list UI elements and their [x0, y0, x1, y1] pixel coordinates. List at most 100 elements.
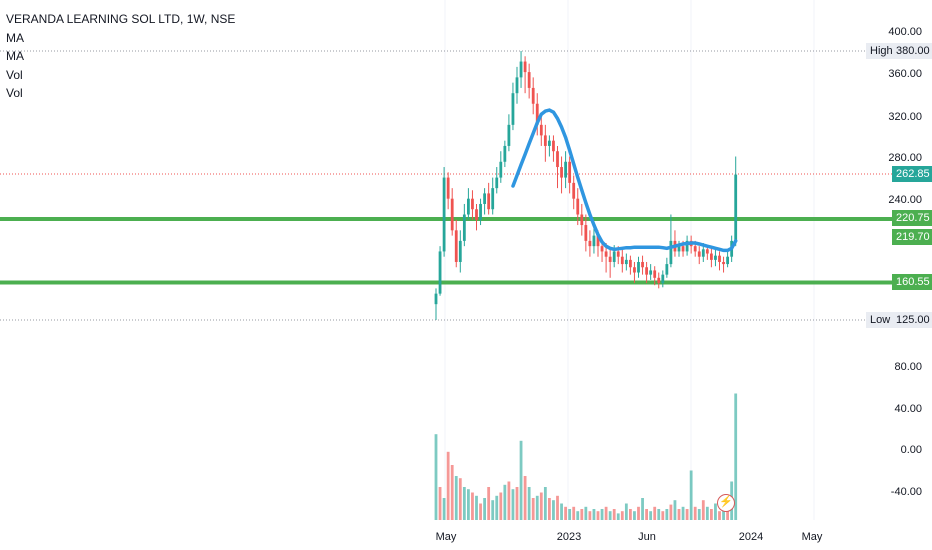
- candle-body: [519, 61, 523, 78]
- volume-bar: [624, 503, 628, 520]
- volume-bar: [434, 434, 438, 520]
- volume-bar: [531, 498, 535, 520]
- volume-bar: [633, 511, 636, 520]
- candle-body: [454, 230, 458, 262]
- candle-body: [661, 274, 665, 284]
- symbol-title[interactable]: VERANDA LEARNING SOL LTD, 1W, NSE: [6, 12, 236, 26]
- candle-body: [491, 188, 495, 210]
- volume-bar: [471, 492, 474, 520]
- price-tick-label: 320.00: [888, 111, 922, 123]
- candle-body: [657, 277, 661, 284]
- volume-tick-label: 40.00: [894, 403, 922, 415]
- candle-body: [726, 256, 729, 265]
- candle-body: [475, 209, 478, 220]
- candle-body: [442, 177, 446, 252]
- volume-bar: [616, 513, 620, 520]
- volume-bar: [693, 506, 697, 520]
- volume-bar: [515, 487, 519, 520]
- volume-bar: [568, 509, 572, 520]
- volume-bar: [697, 509, 701, 520]
- candle-body: [487, 193, 491, 210]
- volume-tick-label: 80.00: [894, 361, 922, 373]
- volume-bar: [467, 489, 470, 520]
- candle-body: [560, 167, 563, 178]
- horizontal-levels[interactable]: [0, 216, 892, 285]
- volume-bar: [677, 509, 681, 520]
- volume-bar: [612, 509, 616, 520]
- candle-body: [592, 235, 596, 247]
- volume-bar: [661, 511, 665, 520]
- grid: [444, 0, 815, 520]
- volume-tick-label: 0.00: [901, 444, 922, 456]
- volume-bar: [519, 440, 523, 520]
- level-tag-2: 219.70: [892, 229, 932, 245]
- volume-bar: [596, 511, 600, 520]
- high-label: High: [866, 43, 893, 59]
- price-axis[interactable]: 400.00 360.00 320.00 280.00 240.00 80.00 40.00…: [888, 26, 922, 498]
- candle-body: [527, 72, 531, 88]
- candle-body: [681, 246, 685, 252]
- time-axis[interactable]: May 2023 Jun 2024 May: [436, 531, 823, 543]
- volume-bar: [556, 495, 559, 520]
- price-tick-label: 240.00: [888, 194, 922, 206]
- candle-body: [604, 251, 608, 257]
- volume-bar: [588, 511, 592, 520]
- volume-bar: [535, 495, 539, 520]
- flash-icon[interactable]: ⚡: [717, 494, 735, 512]
- candle-body: [434, 293, 438, 305]
- candle-body: [722, 261, 725, 265]
- candle-body: [580, 214, 584, 226]
- candle-body: [511, 93, 515, 125]
- indicator-ma-2[interactable]: MA: [6, 49, 24, 63]
- volume-bar: [685, 509, 689, 520]
- candle-body: [677, 246, 681, 252]
- volume-bar: [442, 498, 446, 520]
- volume-bar: [487, 487, 491, 520]
- price-tick-label: 400.00: [888, 26, 922, 38]
- volume-bar: [681, 506, 685, 520]
- candle-body: [600, 246, 604, 252]
- volume-bar: [499, 492, 503, 520]
- candle-body: [507, 124, 511, 146]
- candle-body: [693, 246, 697, 252]
- time-tick-label: May: [802, 531, 823, 543]
- volume-bar: [637, 506, 640, 520]
- volume-bar: [653, 506, 657, 520]
- indicator-vol-1[interactable]: Vol: [6, 67, 23, 82]
- last-price-tag: 262.85: [892, 166, 932, 182]
- volume-bar: [552, 500, 555, 520]
- candle-body: [629, 259, 632, 268]
- indicator-ma-1[interactable]: MA: [6, 30, 24, 45]
- candle-body: [572, 182, 576, 199]
- volume-bar: [710, 509, 713, 520]
- candle-body: [515, 77, 519, 94]
- indicator-vol-2[interactable]: Vol: [6, 86, 23, 100]
- candle-body: [701, 249, 705, 257]
- volume-bar: [495, 495, 499, 520]
- candle-body: [596, 235, 600, 247]
- volume-bar: [564, 506, 567, 520]
- candle-body: [710, 253, 713, 260]
- candle-body: [499, 161, 503, 178]
- candle-body: [458, 240, 462, 262]
- candle-body: [552, 140, 555, 152]
- volume-bar: [734, 393, 738, 520]
- volume-bar: [701, 500, 705, 520]
- volume-bar: [726, 509, 729, 520]
- candle-body: [483, 193, 486, 204]
- candle-body: [612, 251, 616, 262]
- volume-bar: [543, 487, 547, 520]
- candle-body: [503, 145, 507, 162]
- time-tick-label: May: [436, 531, 457, 543]
- candle-body: [446, 177, 450, 199]
- low-value: 125.00: [892, 312, 932, 328]
- high-value: 380.00: [892, 43, 932, 59]
- volume-bar: [462, 487, 466, 520]
- volume-bar: [657, 509, 661, 520]
- volume-bar: [641, 498, 644, 520]
- candle-body: [450, 198, 454, 231]
- candle-body: [556, 151, 559, 168]
- candle-body: [665, 264, 669, 275]
